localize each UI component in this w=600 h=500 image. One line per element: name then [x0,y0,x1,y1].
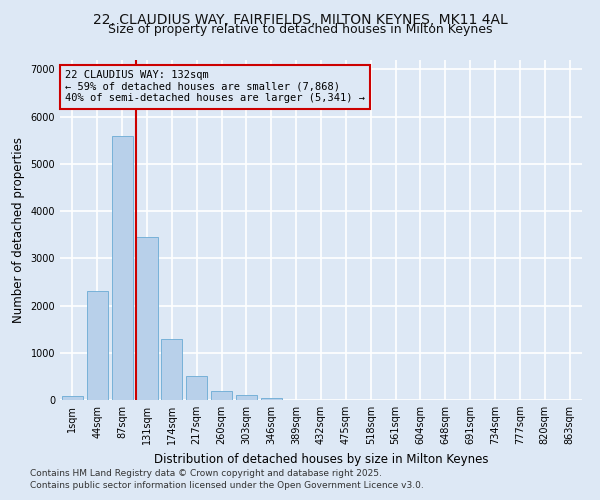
Bar [62,396,83,400]
X-axis label: Distribution of detached houses by size in Milton Keynes: Distribution of detached houses by size … [154,452,488,466]
Y-axis label: Number of detached properties: Number of detached properties [12,137,25,323]
Text: 22 CLAUDIUS WAY: 132sqm
← 59% of detached houses are smaller (7,868)
40% of semi: 22 CLAUDIUS WAY: 132sqm ← 59% of detache… [65,70,365,103]
Text: Contains public sector information licensed under the Open Government Licence v3: Contains public sector information licen… [30,481,424,490]
Bar [186,376,207,400]
Bar [211,390,232,400]
Text: 22, CLAUDIUS WAY, FAIRFIELDS, MILTON KEYNES, MK11 4AL: 22, CLAUDIUS WAY, FAIRFIELDS, MILTON KEY… [92,12,508,26]
Bar [112,136,133,400]
Bar [236,396,257,400]
Bar [261,398,282,400]
Bar [136,237,158,400]
Bar [161,338,182,400]
Bar [87,292,108,400]
Text: Size of property relative to detached houses in Milton Keynes: Size of property relative to detached ho… [108,22,492,36]
Text: Contains HM Land Registry data © Crown copyright and database right 2025.: Contains HM Land Registry data © Crown c… [30,468,382,477]
